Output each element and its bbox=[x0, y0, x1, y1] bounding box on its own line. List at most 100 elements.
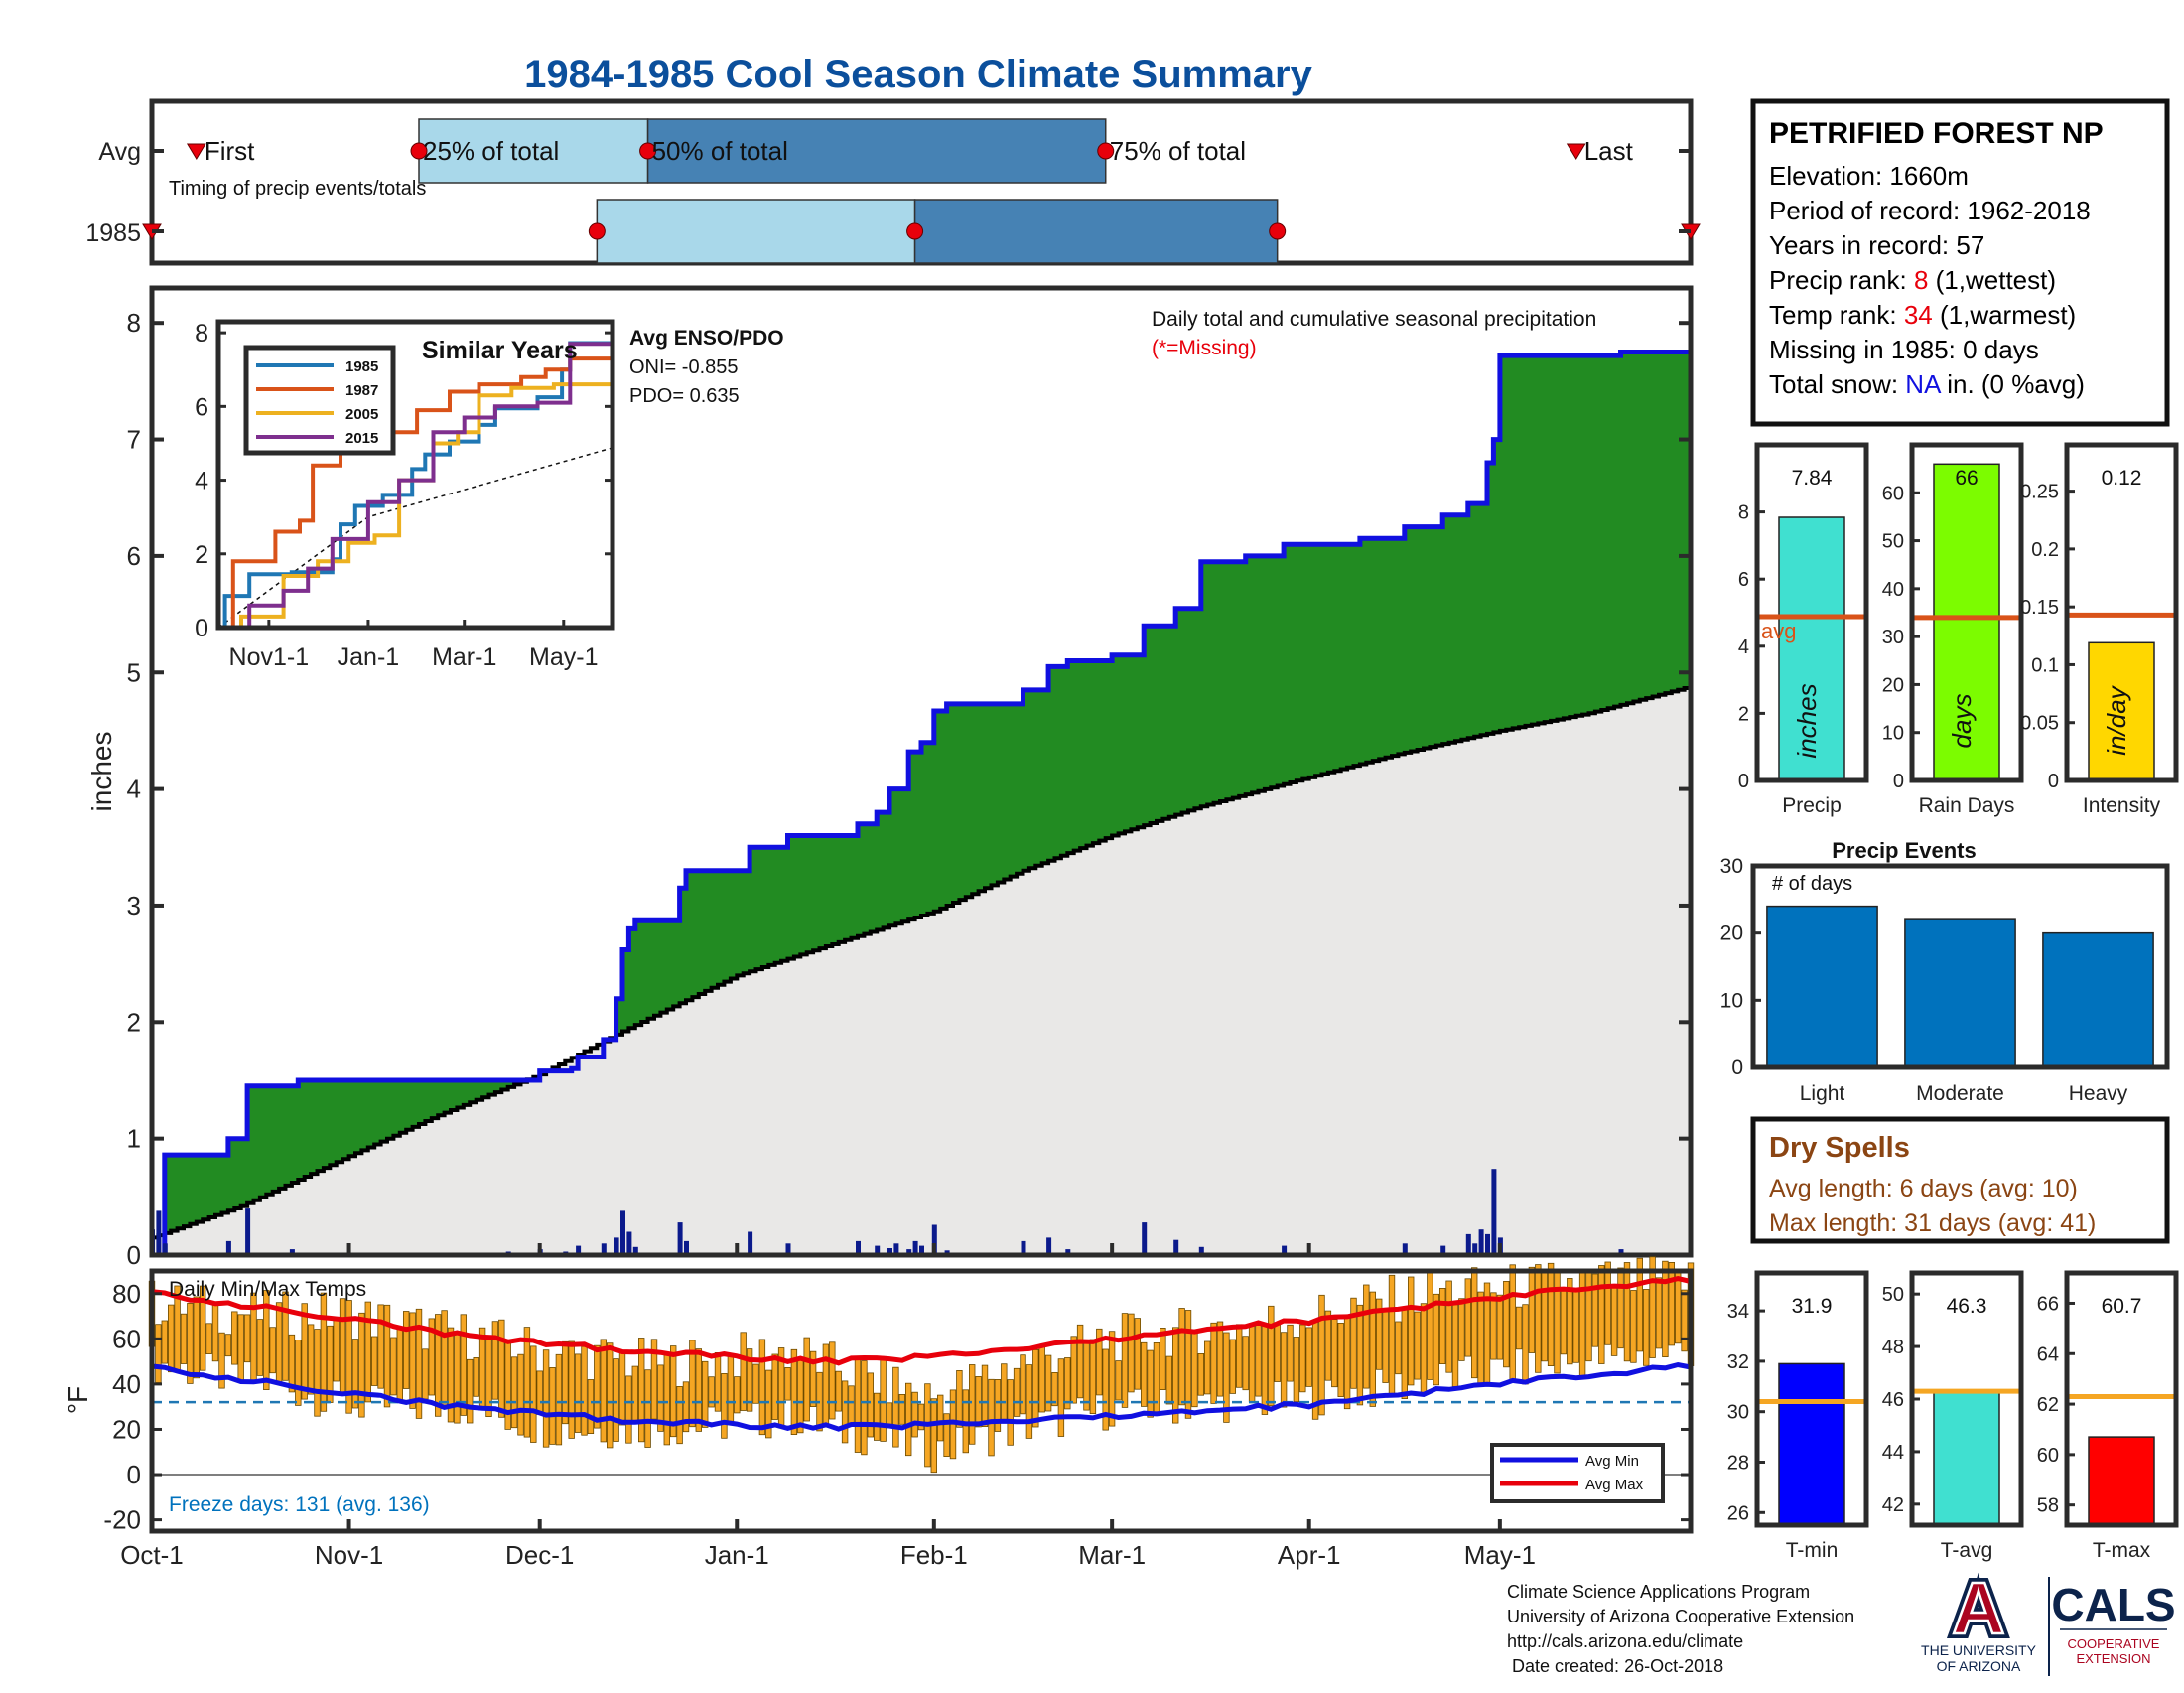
inset-x-tick-label: Mar-1 bbox=[432, 643, 496, 671]
temp-range-bar bbox=[377, 1304, 384, 1389]
stat-y-tick-label: 0 bbox=[1738, 771, 1749, 792]
temp-range-bar bbox=[1560, 1290, 1568, 1355]
temp-range-bar bbox=[441, 1310, 448, 1408]
stat-label: T-max bbox=[2093, 1539, 2151, 1562]
temp-y-tick-label: 80 bbox=[112, 1279, 141, 1309]
temp-range-bar bbox=[1229, 1339, 1236, 1394]
temp-range-bar bbox=[1236, 1324, 1243, 1388]
temp-range-bar bbox=[1604, 1261, 1611, 1345]
temp-range-bar bbox=[1668, 1262, 1675, 1346]
temp-range-bar bbox=[657, 1364, 664, 1432]
stat-y-tick-label: 42 bbox=[1882, 1494, 1904, 1516]
main-ylabel: inches bbox=[86, 732, 117, 812]
temp-range-bar bbox=[1076, 1324, 1084, 1399]
temp-range-bar bbox=[721, 1373, 728, 1439]
temp-range-bar bbox=[1655, 1277, 1663, 1349]
daily-precip-bar bbox=[1021, 1240, 1026, 1255]
month-label: Jan-1 bbox=[705, 1540, 769, 1570]
temp-range-bar bbox=[1528, 1266, 1536, 1353]
inset-legend-label: 2015 bbox=[345, 430, 378, 447]
temp-range-bar bbox=[670, 1345, 677, 1438]
temp-range-bar bbox=[1096, 1328, 1103, 1396]
temp-range-bar bbox=[1515, 1306, 1523, 1350]
daily-precip-bar bbox=[1402, 1243, 1408, 1255]
events-y-tick-label: 0 bbox=[1731, 1057, 1743, 1079]
temp-range-bar bbox=[676, 1386, 683, 1445]
footer-line-4: Date created: 26-Oct-2018 bbox=[1507, 1656, 1723, 1676]
temp-range-bar bbox=[1141, 1341, 1148, 1407]
temp-range-bar bbox=[886, 1402, 893, 1425]
temp-range-bar bbox=[1630, 1290, 1637, 1363]
temp-range-bar bbox=[193, 1296, 200, 1379]
temp-range-bar bbox=[1439, 1288, 1446, 1365]
footer-line-3: http://cals.arizona.edu/climate bbox=[1507, 1631, 1743, 1651]
events-bar-heavy bbox=[2042, 931, 2154, 1068]
daily-precip-bar bbox=[1472, 1243, 1478, 1255]
stat-y-tick-label: 0.1 bbox=[2031, 654, 2059, 676]
temp-range-bar bbox=[905, 1382, 912, 1457]
events-bars: Light Moderate Heavy bbox=[1766, 905, 2154, 1105]
temp-range-bar bbox=[1248, 1323, 1256, 1403]
temp-ylabel: °F bbox=[63, 1386, 93, 1414]
temp-rank-value: 34 bbox=[1904, 300, 1933, 330]
temp-range-bar bbox=[1414, 1311, 1421, 1380]
month-label: Feb-1 bbox=[900, 1540, 968, 1570]
stat-bar bbox=[1933, 463, 2000, 781]
temp-range-bar bbox=[1197, 1353, 1204, 1396]
temp-range-bar bbox=[333, 1317, 340, 1382]
stat-panel-t-min: 26 28 30 32 34 31.9 T-min bbox=[1727, 1270, 1869, 1562]
cals-line-1: COOPERATIVE bbox=[2068, 1636, 2160, 1651]
temp-range-bar bbox=[237, 1314, 244, 1382]
temp-range-bar bbox=[1299, 1324, 1306, 1393]
temp-range-bar bbox=[1356, 1304, 1364, 1406]
timing-row-avg-label: Avg bbox=[98, 138, 141, 166]
temp-range-bar bbox=[956, 1370, 963, 1428]
temp-range-bar bbox=[1210, 1322, 1217, 1404]
stat-label: Intensity bbox=[2083, 794, 2161, 817]
temp-range-bar bbox=[1420, 1303, 1428, 1396]
temp-range-bar bbox=[1102, 1348, 1109, 1431]
temp-y-tick-label: 40 bbox=[112, 1369, 141, 1399]
daily-precip-bar bbox=[614, 1237, 619, 1255]
y-tick-label: 2 bbox=[127, 1007, 141, 1037]
stat-y-tick-label: 4 bbox=[1738, 636, 1749, 658]
station-elevation: Elevation: 1660m bbox=[1769, 161, 1969, 191]
snow-value: NA bbox=[1905, 369, 1942, 399]
stat-bar bbox=[1778, 516, 1845, 781]
temp-range-bar bbox=[943, 1413, 950, 1457]
enso-oni: ONI= -0.855 bbox=[629, 356, 739, 378]
daily-precip-bar bbox=[1478, 1229, 1484, 1255]
daily-precip-bar bbox=[887, 1248, 892, 1255]
temp-range-bar bbox=[295, 1340, 302, 1406]
timing-percentile-marker bbox=[588, 222, 606, 240]
temp-title: Daily Min/Max Temps bbox=[169, 1278, 366, 1301]
station-years: Years in record: 57 bbox=[1769, 230, 1984, 260]
temp-y-tick-label: 20 bbox=[112, 1414, 141, 1444]
daily-precip-bar bbox=[931, 1224, 937, 1255]
temp-range-bar bbox=[892, 1366, 899, 1448]
temp-range-bar bbox=[447, 1327, 455, 1423]
daily-precip-bar bbox=[677, 1222, 683, 1255]
station-temp-rank: Temp rank: 34 (1,warmest) bbox=[1769, 300, 2076, 330]
station-snow: Total snow: NA in. (0 %avg) bbox=[1769, 369, 2085, 399]
daily-precip-bar bbox=[684, 1240, 689, 1255]
temp-range-bar bbox=[835, 1370, 842, 1412]
temp-range-bar bbox=[1376, 1298, 1383, 1370]
daily-precip-bar bbox=[601, 1243, 607, 1255]
daily-precip-bar bbox=[620, 1210, 625, 1255]
temp-range-bar bbox=[301, 1303, 308, 1400]
y-tick-label: 6 bbox=[127, 541, 141, 571]
stat-panel-frame bbox=[1754, 442, 1869, 783]
temp-rank-prefix: Temp rank: bbox=[1769, 300, 1904, 330]
temp-range-bar bbox=[1083, 1342, 1090, 1411]
temp-range-bar bbox=[1204, 1340, 1211, 1395]
enso-title: Avg ENSO/PDO bbox=[629, 327, 784, 350]
inset-y-tick-label: 2 bbox=[195, 541, 208, 569]
temp-range-bar bbox=[498, 1319, 505, 1418]
temp-range-bar bbox=[861, 1360, 868, 1456]
temp-range-bar bbox=[415, 1308, 423, 1419]
temp-range-bar bbox=[211, 1302, 219, 1362]
stat-value-label: 46.3 bbox=[1947, 1295, 1987, 1318]
temp-range-bar bbox=[1165, 1355, 1172, 1405]
temp-range-bar bbox=[1445, 1280, 1452, 1373]
